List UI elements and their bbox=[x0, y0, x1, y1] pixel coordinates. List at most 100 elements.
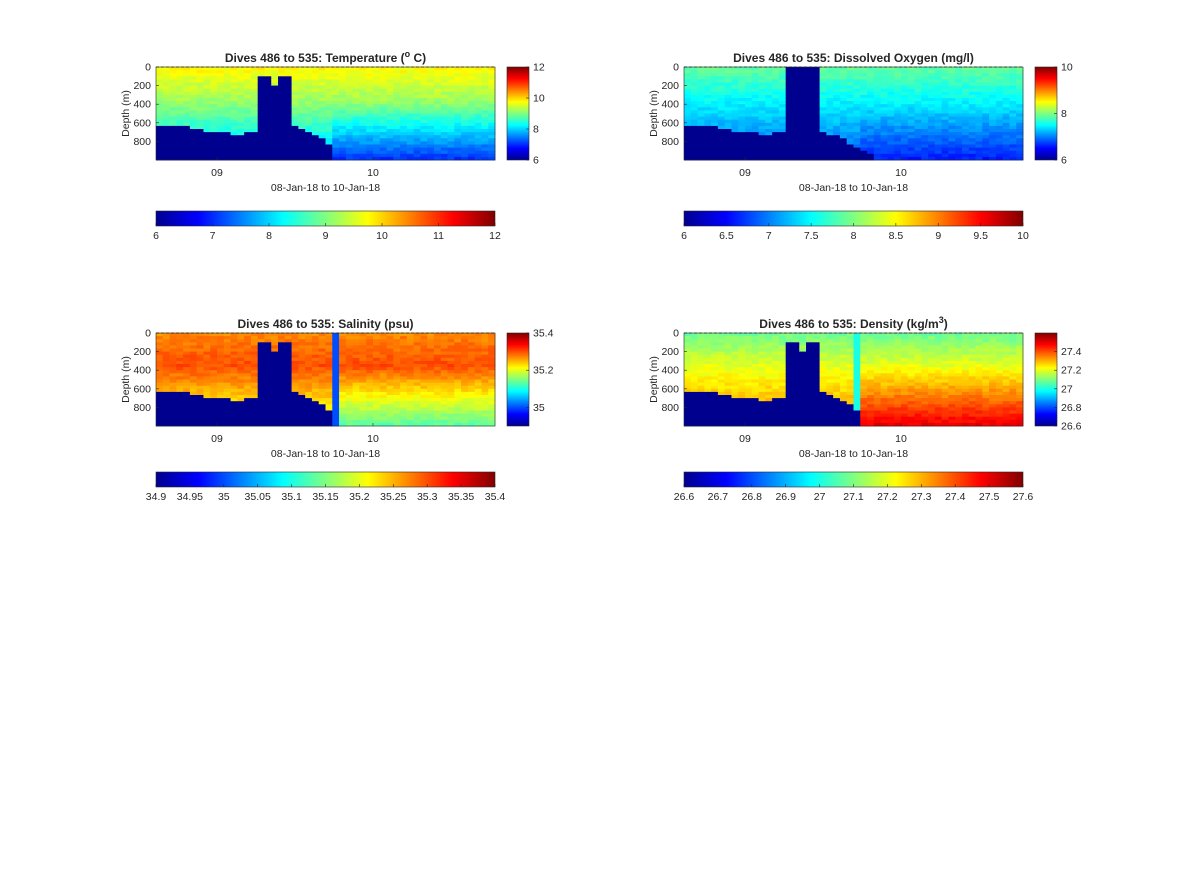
heatmap-cell bbox=[839, 153, 848, 158]
heatmap-cell bbox=[217, 370, 225, 374]
heatmap-cell bbox=[731, 395, 739, 399]
heatmap-cell bbox=[183, 360, 191, 365]
heatmap-cell bbox=[176, 73, 184, 77]
heatmap-cell bbox=[189, 416, 198, 421]
heatmap-cell bbox=[853, 110, 861, 114]
heatmap-cell bbox=[169, 404, 177, 408]
heatmap-cell bbox=[948, 76, 956, 80]
heatmap-cell bbox=[806, 104, 814, 108]
heatmap-cell bbox=[359, 82, 367, 86]
heatmap-cell bbox=[284, 73, 292, 77]
heatmap-cell bbox=[278, 73, 286, 77]
x-tick-label: 10 bbox=[367, 167, 379, 179]
heatmap-cell bbox=[853, 129, 861, 133]
heatmap-cell bbox=[745, 370, 753, 374]
heatmap-cell bbox=[819, 107, 827, 111]
heatmap-cell bbox=[684, 138, 692, 142]
heatmap-cell bbox=[778, 91, 787, 96]
heatmap-cell bbox=[1002, 85, 1010, 90]
heatmap-cell bbox=[311, 73, 320, 77]
heatmap-cell bbox=[792, 141, 800, 145]
heatmap-cell bbox=[717, 354, 726, 359]
heatmap-cell bbox=[975, 138, 983, 142]
heatmap-cell bbox=[264, 410, 272, 414]
heatmap-cell bbox=[900, 88, 909, 93]
heatmap-cell bbox=[989, 70, 997, 74]
heatmap-cell bbox=[345, 153, 354, 158]
heatmap-cell bbox=[217, 407, 225, 411]
heatmap-cell bbox=[189, 79, 198, 83]
heatmap-cell bbox=[697, 345, 705, 349]
heatmap-cell bbox=[427, 79, 435, 83]
heatmap-cell bbox=[941, 91, 949, 96]
heatmap-cell bbox=[684, 391, 692, 396]
heatmap-cell bbox=[690, 73, 698, 77]
heatmap-cell bbox=[406, 119, 415, 124]
heatmap-cell bbox=[311, 410, 320, 414]
heatmap-cell bbox=[474, 367, 482, 371]
heatmap-cell bbox=[250, 104, 259, 108]
heatmap-cell bbox=[278, 76, 286, 80]
heatmap-cell bbox=[447, 348, 455, 352]
heatmap-cell bbox=[792, 107, 800, 111]
heatmap-cell bbox=[203, 98, 211, 102]
heatmap-cell bbox=[690, 82, 698, 86]
heatmap-cell bbox=[887, 144, 895, 148]
heatmap-cell bbox=[772, 67, 780, 71]
heatmap-cell bbox=[284, 376, 292, 380]
heatmap-cell bbox=[711, 360, 719, 365]
heatmap-cell bbox=[325, 404, 333, 408]
heatmap-cell bbox=[352, 345, 360, 349]
heatmap-cell bbox=[223, 385, 231, 390]
heatmap-cell bbox=[481, 88, 489, 93]
heatmap-cell bbox=[176, 401, 184, 405]
heatmap-cell bbox=[203, 351, 211, 356]
heatmap-cell bbox=[217, 342, 225, 346]
side-colorbar-label: 35 bbox=[533, 402, 545, 414]
heatmap-cell bbox=[731, 153, 739, 158]
heatmap-cell bbox=[941, 135, 949, 139]
heatmap-cell bbox=[352, 125, 360, 130]
heatmap-cell bbox=[162, 88, 170, 93]
heatmap-cell bbox=[244, 351, 252, 356]
heatmap-cell bbox=[867, 104, 875, 108]
heatmap-cell bbox=[420, 401, 428, 405]
heatmap-cell bbox=[839, 113, 848, 117]
heatmap-cell bbox=[711, 333, 719, 337]
heatmap-cell bbox=[717, 73, 726, 77]
heatmap-cell bbox=[488, 147, 496, 152]
heatmap-cell bbox=[210, 360, 218, 365]
heatmap-cell bbox=[846, 73, 854, 77]
heatmap-cell bbox=[176, 110, 184, 114]
heatmap-cell bbox=[298, 388, 306, 393]
heatmap-cell bbox=[325, 413, 333, 418]
heatmap-cell bbox=[853, 73, 861, 77]
heatmap-cell bbox=[366, 351, 374, 356]
heatmap-cell bbox=[339, 333, 347, 337]
heatmap-cell bbox=[447, 373, 455, 377]
bottom-colorbar-label: 8 bbox=[851, 230, 857, 242]
heatmap-cell bbox=[772, 132, 780, 136]
heatmap-cell bbox=[481, 339, 489, 343]
heatmap-cell bbox=[792, 132, 800, 136]
heatmap-cell bbox=[1016, 150, 1024, 155]
heatmap-cell bbox=[339, 379, 347, 383]
heatmap-cell bbox=[162, 98, 170, 102]
heatmap-cell bbox=[325, 132, 333, 136]
heatmap-cell bbox=[278, 85, 286, 90]
heatmap-cell bbox=[461, 116, 469, 121]
heatmap-cell bbox=[1002, 135, 1010, 139]
heatmap-cell bbox=[183, 153, 191, 158]
heatmap-cell bbox=[467, 122, 476, 127]
heatmap-cell bbox=[684, 125, 692, 130]
heatmap-cell bbox=[257, 419, 265, 424]
heatmap-cell bbox=[982, 73, 990, 77]
heatmap-cell bbox=[332, 345, 340, 349]
heatmap-cell bbox=[400, 354, 408, 359]
heatmap-cell bbox=[305, 129, 313, 133]
heatmap-cell bbox=[717, 360, 726, 365]
heatmap-cell bbox=[196, 354, 204, 359]
heatmap-cell bbox=[833, 91, 841, 96]
heatmap-cell bbox=[217, 351, 225, 356]
heatmap-cell bbox=[196, 94, 204, 99]
